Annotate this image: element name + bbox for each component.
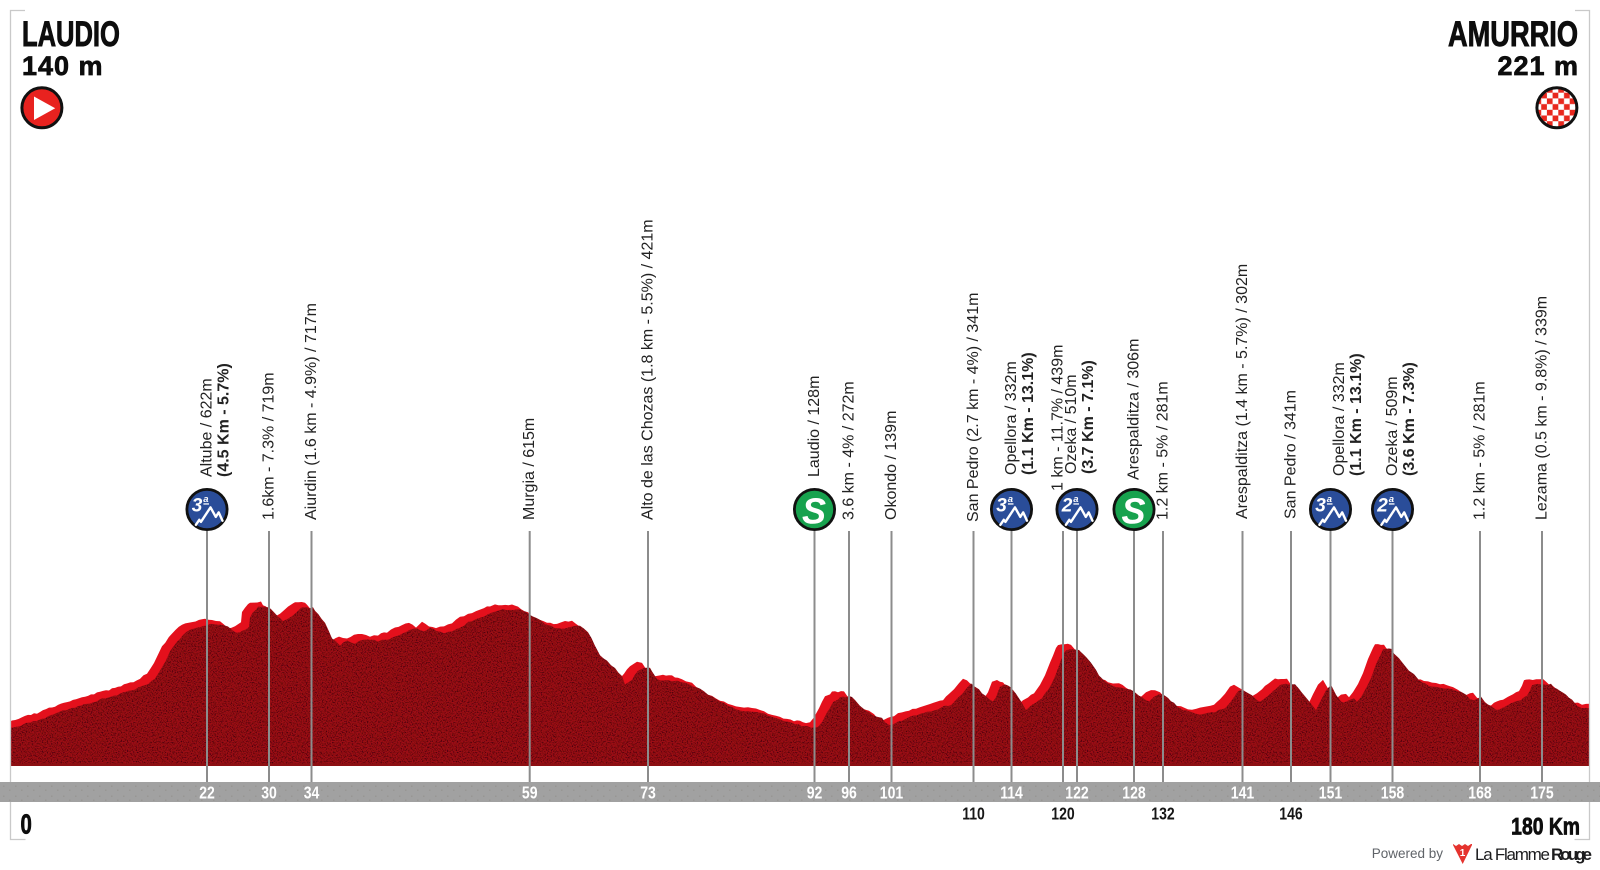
svg-text:1.2 km - 5% / 281m: 1.2 km - 5% / 281m [1472, 381, 1489, 520]
svg-text:140 m: 140 m [22, 51, 104, 81]
svg-text:1: 1 [1460, 848, 1466, 859]
svg-text:(4.5 Km - 5.7%): (4.5 Km - 5.7%) [216, 363, 233, 477]
svg-text:Altube / 622m: Altube / 622m [199, 378, 216, 477]
svg-text:Aiurdin (1.6 km - 4.9%) / 717m: Aiurdin (1.6 km - 4.9%) / 717m [303, 303, 320, 520]
svg-text:Arespalditza / 306m: Arespalditza / 306m [1126, 339, 1143, 480]
svg-text:175: 175 [1530, 783, 1553, 803]
svg-text:3: 3 [192, 495, 203, 516]
svg-text:168: 168 [1468, 783, 1491, 803]
svg-text:221 m: 221 m [1497, 51, 1579, 81]
svg-text:151: 151 [1319, 783, 1342, 803]
svg-text:Lezama (0.5 km - 9.8%) / 339m: Lezama (0.5 km - 9.8%) / 339m [1534, 296, 1551, 520]
svg-text:Ozeka / 509m: Ozeka / 509m [1384, 376, 1401, 476]
svg-text:AMURRIO: AMURRIO [1448, 15, 1578, 54]
svg-text:92: 92 [807, 783, 823, 803]
svg-text:S: S [1121, 491, 1145, 532]
svg-text:Laudio / 128m: Laudio / 128m [806, 376, 823, 477]
svg-text:a: a [1073, 494, 1078, 505]
svg-text:San Pedro / 341m: San Pedro / 341m [1283, 390, 1300, 519]
svg-text:La Flamme: La Flamme [1475, 845, 1550, 864]
svg-text:59: 59 [522, 783, 538, 803]
svg-text:34: 34 [304, 783, 320, 803]
svg-text:3: 3 [996, 495, 1007, 516]
svg-text:Murgia / 615m: Murgia / 615m [521, 418, 538, 520]
svg-text:180 Km: 180 Km [1511, 812, 1580, 840]
svg-text:110: 110 [962, 804, 985, 824]
svg-text:146: 146 [1279, 804, 1302, 824]
svg-text:Arespalditza (1.4 km - 5.7%) /: Arespalditza (1.4 km - 5.7%) / 302m [1234, 264, 1251, 519]
svg-text:(1.1 Km - 13.1%): (1.1 Km - 13.1%) [1348, 353, 1365, 476]
svg-text:3.6 km - 4% / 272m: 3.6 km - 4% / 272m [841, 381, 858, 520]
svg-text:114: 114 [1000, 783, 1023, 803]
svg-text:22: 22 [199, 783, 215, 803]
svg-text:2: 2 [1061, 495, 1073, 516]
svg-text:3: 3 [1315, 495, 1326, 516]
svg-text:a: a [1389, 494, 1394, 505]
svg-text:Ozeka / 510m: Ozeka / 510m [1063, 374, 1080, 474]
svg-text:a: a [1327, 494, 1332, 505]
svg-text:120: 120 [1051, 804, 1074, 824]
svg-text:1.6km - 7.3% / 719m: 1.6km - 7.3% / 719m [261, 372, 278, 520]
svg-text:141: 141 [1231, 783, 1254, 803]
svg-text:1.2 km - 5% / 281m: 1.2 km - 5% / 281m [1155, 381, 1172, 520]
svg-text:96: 96 [841, 783, 857, 803]
svg-text:LAUDIO: LAUDIO [22, 15, 120, 54]
svg-text:128: 128 [1122, 783, 1145, 803]
svg-text:(3.6 Km - 7.3%): (3.6 Km - 7.3%) [1401, 362, 1418, 476]
svg-text:Alto de las Chozas (1.8 km - 5: Alto de las Chozas (1.8 km - 5.5%) / 421… [640, 219, 657, 520]
svg-text:0: 0 [21, 810, 32, 841]
svg-text:Opellora / 332m: Opellora / 332m [1331, 362, 1348, 476]
svg-text:(3.7 Km - 7.1%): (3.7 Km - 7.1%) [1080, 360, 1097, 474]
svg-text:158: 158 [1381, 783, 1404, 803]
svg-text:101: 101 [880, 783, 903, 803]
svg-text:Rouge: Rouge [1551, 845, 1592, 864]
svg-text:132: 132 [1151, 804, 1174, 824]
svg-text:122: 122 [1065, 783, 1088, 803]
svg-text:Powered by: Powered by [1372, 846, 1444, 861]
svg-text:S: S [802, 491, 826, 532]
svg-text:a: a [203, 494, 208, 505]
svg-text:Opellora / 332m: Opellora / 332m [1003, 361, 1020, 475]
svg-text:Okondo / 139m: Okondo / 139m [883, 411, 900, 520]
svg-text:a: a [1008, 494, 1013, 505]
svg-text:73: 73 [640, 783, 656, 803]
svg-text:1 km - 11.7% / 439m: 1 km - 11.7% / 439m [1050, 345, 1067, 491]
svg-text:2: 2 [1376, 495, 1388, 516]
svg-text:30: 30 [261, 783, 277, 803]
svg-text:San Pedro (2.7 km - 4%) / 341m: San Pedro (2.7 km - 4%) / 341m [965, 293, 982, 522]
svg-text:(1.1 Km - 13.1%): (1.1 Km - 13.1%) [1020, 352, 1037, 475]
